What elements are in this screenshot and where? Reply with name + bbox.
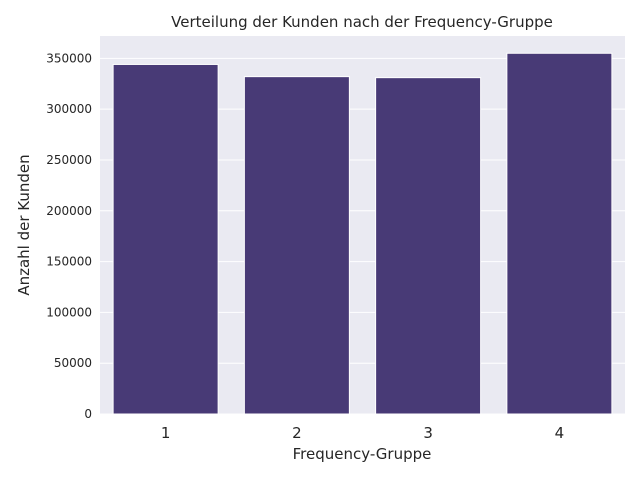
bar-4 bbox=[506, 52, 613, 415]
y-tick-label: 250000 bbox=[46, 153, 92, 167]
x-tick-label: 3 bbox=[423, 424, 433, 442]
x-tick-labels: 1 2 3 4 bbox=[161, 424, 564, 442]
y-tick-label: 0 bbox=[84, 407, 92, 421]
y-tick-label: 100000 bbox=[46, 305, 92, 319]
bar-3 bbox=[375, 77, 482, 415]
x-tick-label: 2 bbox=[292, 424, 302, 442]
y-tick-label: 50000 bbox=[54, 356, 92, 370]
y-axis-label: Anzahl der Kunden bbox=[15, 154, 33, 295]
y-tick-labels: 0 50000 100000 150000 200000 250000 300000 3500… bbox=[46, 51, 92, 421]
y-tick-label: 300000 bbox=[46, 102, 92, 116]
bar-2 bbox=[243, 76, 350, 415]
x-axis-label: Frequency-Gruppe bbox=[293, 445, 432, 463]
chart-title: Verteilung der Kunden nach der Frequency… bbox=[171, 13, 553, 31]
bar-1 bbox=[112, 63, 219, 415]
y-tick-label: 350000 bbox=[46, 51, 92, 65]
x-tick-label: 4 bbox=[555, 424, 565, 442]
x-tick-label: 1 bbox=[161, 424, 171, 442]
bars bbox=[112, 52, 613, 415]
y-tick-label: 150000 bbox=[46, 255, 92, 269]
y-tick-label: 200000 bbox=[46, 204, 92, 218]
